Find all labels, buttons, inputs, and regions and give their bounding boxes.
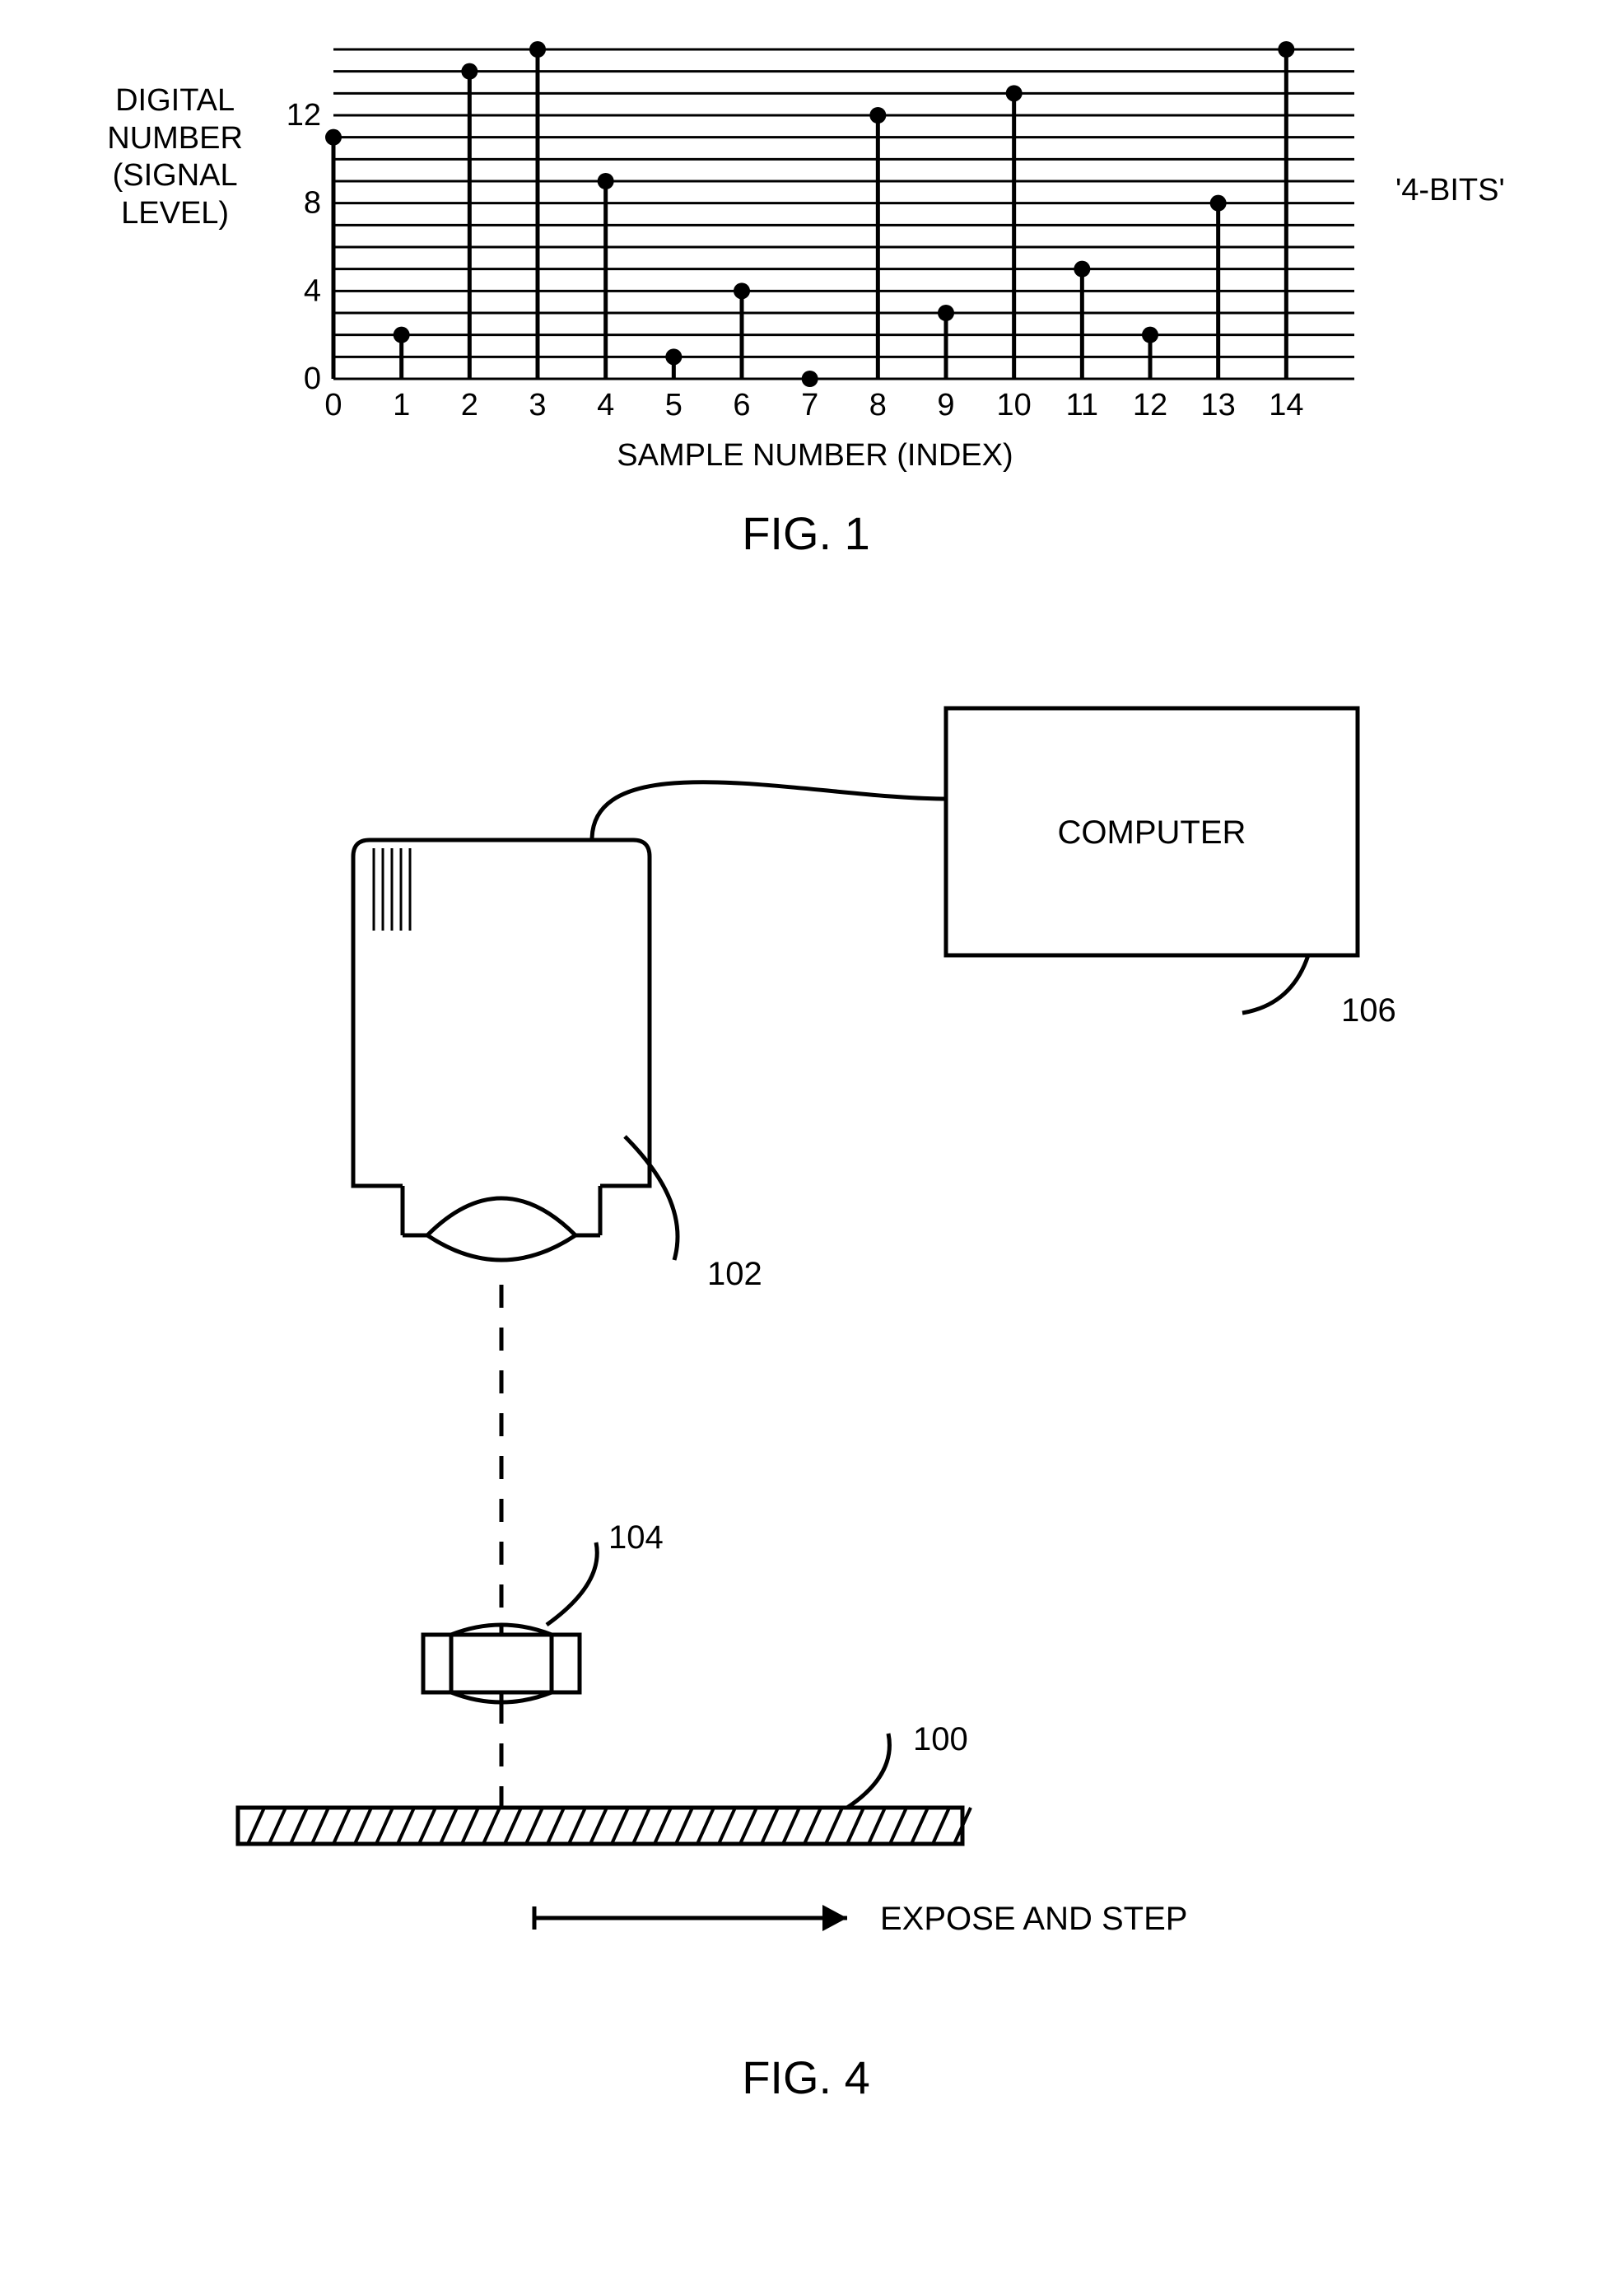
svg-text:100: 100 [913,1721,968,1757]
system-diagram-svg: COMPUTER 106 102 104 100 EXPOSE AND STEP [189,659,1423,2018]
svg-text:4: 4 [304,273,321,308]
svg-text:COMPUTER: COMPUTER [1058,814,1246,851]
ylabel-line-2: (SIGNAL [107,157,243,195]
svg-text:13: 13 [1200,388,1235,422]
chart-right-label: '4-BITS' [1395,173,1505,208]
figure-1: DIGITAL NUMBER (SIGNAL LEVEL) 0481201234… [33,33,1579,560]
svg-text:104: 104 [608,1519,664,1556]
svg-text:5: 5 [665,388,683,422]
svg-text:10: 10 [996,388,1031,422]
svg-text:0: 0 [324,388,342,422]
svg-text:1: 1 [393,388,410,422]
svg-text:6: 6 [733,388,750,422]
figure-1-title: FIG. 1 [33,506,1579,560]
svg-text:14: 14 [1269,388,1303,422]
stem-chart-svg: 0481201234567891011121314 [259,33,1371,428]
svg-text:12: 12 [1133,388,1167,422]
ylabel-line-3: LEVEL) [107,195,243,233]
chart-container: DIGITAL NUMBER (SIGNAL LEVEL) 0481201234… [33,33,1579,474]
svg-text:106: 106 [1341,992,1396,1029]
svg-text:7: 7 [801,388,818,422]
svg-text:8: 8 [869,388,887,422]
chart-plot-area: 0481201234567891011121314 SAMPLE NUMBER … [259,33,1371,474]
svg-text:4: 4 [597,388,614,422]
svg-text:11: 11 [1066,388,1098,422]
figure-4-title: FIG. 4 [33,2051,1579,2104]
svg-text:3: 3 [529,388,546,422]
svg-text:102: 102 [707,1256,762,1292]
svg-text:0: 0 [304,362,321,396]
ylabel-line-0: DIGITAL [107,82,243,120]
svg-text:2: 2 [461,388,478,422]
svg-text:EXPOSE AND STEP: EXPOSE AND STEP [880,1901,1187,1937]
chart-y-axis-label: DIGITAL NUMBER (SIGNAL LEVEL) [107,82,243,232]
chart-x-axis-label: SAMPLE NUMBER (INDEX) [259,438,1371,474]
svg-text:12: 12 [287,98,321,133]
svg-text:8: 8 [304,186,321,221]
svg-text:9: 9 [937,388,954,422]
ylabel-line-1: NUMBER [107,120,243,158]
figure-4: COMPUTER 106 102 104 100 EXPOSE AND STEP FIG.… [33,659,1579,2104]
